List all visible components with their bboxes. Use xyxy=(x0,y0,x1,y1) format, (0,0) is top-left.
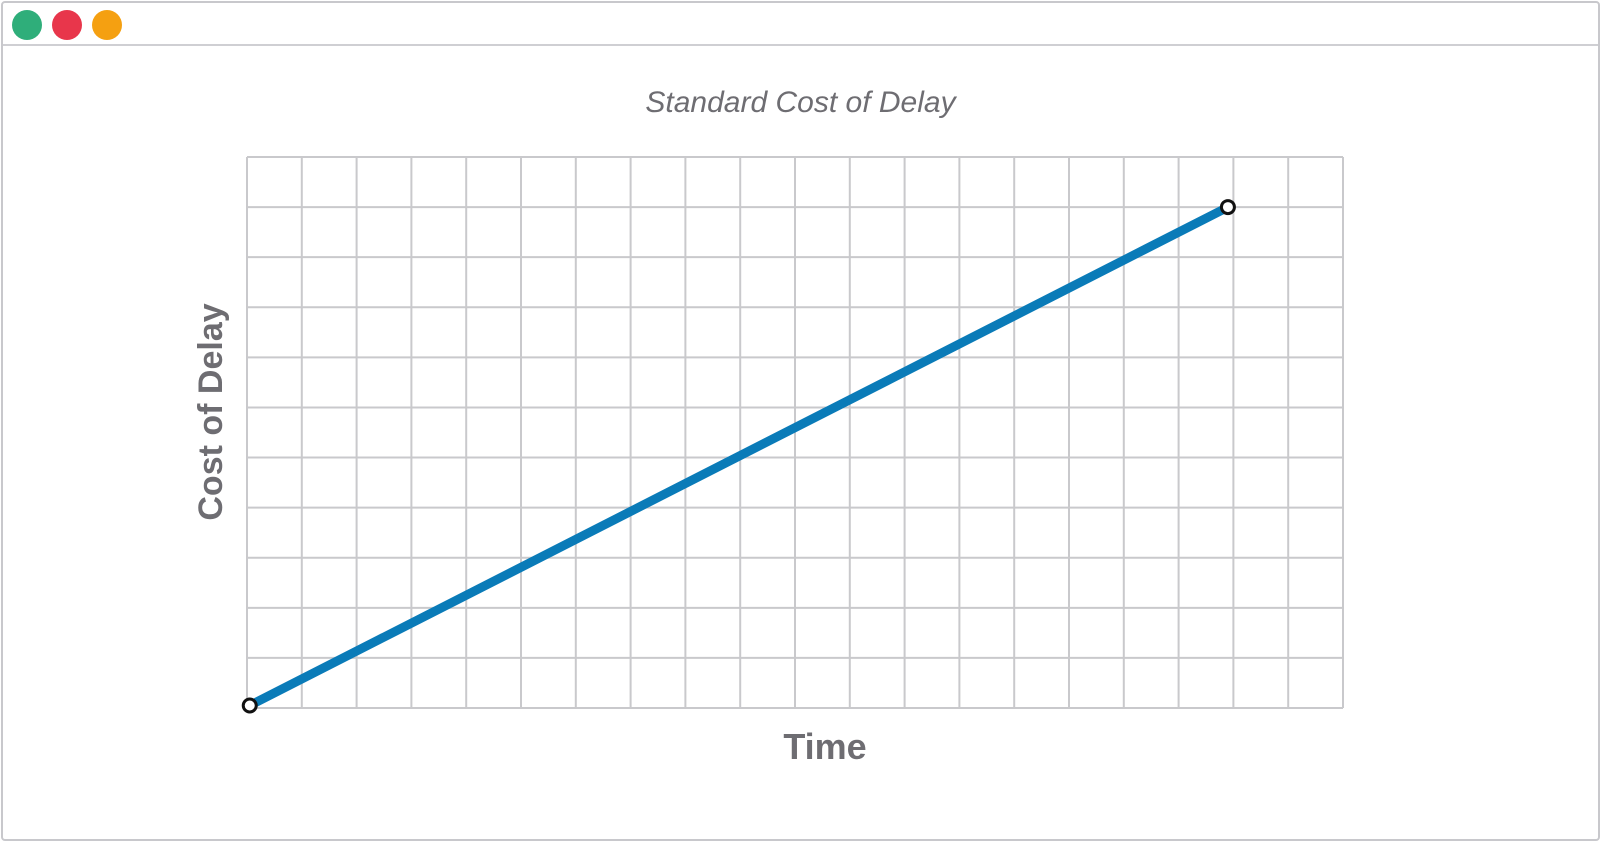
maximize-window-button[interactable] xyxy=(92,10,122,40)
cost-of-delay-chart: Time Cost of Delay xyxy=(192,156,1344,767)
endpoint-marker xyxy=(241,697,258,714)
endpoint-marker xyxy=(1219,199,1236,216)
chart-area: Standard Cost of Delay Time Cost of Dela… xyxy=(3,46,1598,839)
chart-title: Standard Cost of Delay xyxy=(645,86,956,119)
x-axis-label: Time xyxy=(783,726,866,767)
y-axis-label: Cost of Delay xyxy=(192,303,230,520)
minimize-window-button[interactable] xyxy=(52,10,82,40)
title-bar xyxy=(3,3,1598,46)
chart-series xyxy=(241,199,1236,714)
close-window-button[interactable] xyxy=(12,10,42,40)
series-line xyxy=(245,202,1233,710)
